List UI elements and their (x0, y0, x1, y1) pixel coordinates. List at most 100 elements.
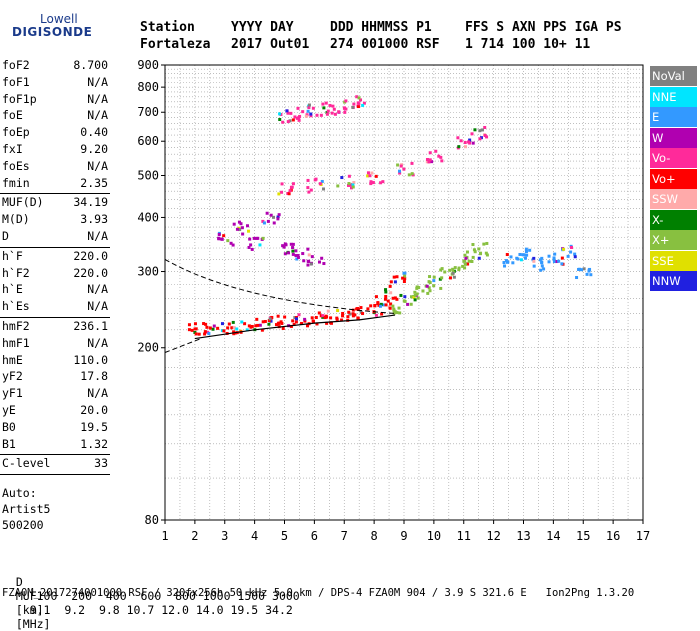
param-row-clevel: C-level 33 (2, 456, 108, 472)
echo-point (388, 284, 392, 288)
echo-point (256, 323, 260, 327)
echo-point (518, 252, 522, 256)
echo-point (402, 271, 406, 275)
echo-point (356, 104, 360, 108)
echo-point (555, 260, 559, 264)
param-name: yF1 (2, 386, 23, 401)
echo-point (249, 325, 253, 329)
echo-point (291, 252, 295, 256)
param-name: hmF2 (2, 319, 30, 333)
echo-point (204, 322, 208, 326)
y-tick-label: 400 (137, 210, 159, 224)
param-name: fxI (2, 142, 23, 156)
echo-point (589, 273, 593, 277)
echo-point (319, 113, 323, 117)
echo-point (427, 280, 431, 284)
echo-point (252, 236, 256, 240)
echo-point (547, 260, 551, 264)
echo-point (409, 302, 413, 306)
echo-point (353, 313, 357, 317)
echo-point (278, 112, 282, 116)
echo-point (384, 290, 388, 294)
echo-point (401, 276, 405, 280)
echo-point (457, 268, 461, 272)
echo-point (234, 331, 238, 335)
echo-point (472, 248, 476, 252)
echo-point (430, 160, 434, 164)
echo-point (231, 243, 235, 247)
x-tick-label: 9 (400, 529, 407, 543)
echo-point (222, 329, 226, 333)
echo-point (341, 311, 345, 315)
echo-point (398, 169, 402, 173)
param-name: C-level (2, 456, 51, 471)
echo-point (323, 316, 327, 320)
legend-item-nne: NNE (650, 86, 697, 107)
echo-point (320, 179, 324, 183)
echo-point (297, 118, 301, 122)
echo-point (413, 290, 417, 294)
footer-d-label: D (15, 575, 23, 589)
echo-point (463, 259, 467, 263)
echo-point (311, 319, 315, 323)
echo-point (415, 292, 419, 296)
echo-point (227, 322, 231, 326)
param-name: yE (2, 403, 16, 417)
echo-point (337, 110, 341, 114)
echo-point (301, 110, 305, 114)
echo-point (326, 309, 330, 313)
echo-point (471, 243, 475, 247)
echo-point (317, 260, 321, 264)
echo-point (217, 233, 221, 237)
echo-point (573, 255, 577, 259)
echo-point (456, 146, 460, 150)
echo-point (434, 149, 438, 153)
echo-point (326, 109, 330, 113)
echo-point (332, 107, 336, 111)
echo-point (265, 211, 269, 215)
echo-point (374, 295, 378, 299)
param-name: foF1p (2, 91, 37, 106)
param-row-foep: foEp 0.40 (2, 125, 108, 141)
echo-point (351, 312, 355, 316)
echo-point (384, 288, 388, 292)
echo-point (321, 187, 325, 191)
param-name: fmin (2, 175, 30, 190)
echo-point (366, 307, 370, 311)
echo-point (187, 323, 191, 327)
echo-point (561, 247, 565, 251)
echo-point (525, 253, 529, 257)
echo-point (391, 304, 395, 308)
echo-point (351, 106, 355, 110)
echo-point (479, 136, 483, 140)
echo-point (225, 331, 229, 335)
echo-point (328, 103, 332, 107)
echo-point (388, 306, 392, 310)
echo-point (483, 133, 487, 137)
echo-point (428, 289, 432, 293)
echo-point (539, 268, 543, 272)
echo-point (483, 125, 487, 129)
echo-point (538, 258, 542, 262)
echo-point (432, 279, 436, 283)
echo-point (291, 319, 295, 323)
echo-point (306, 109, 310, 113)
echo-point (478, 129, 482, 133)
echo-point (193, 322, 197, 326)
echo-point (335, 316, 339, 320)
echo-point (552, 256, 556, 260)
echo-point (315, 322, 319, 326)
echo-point (392, 275, 396, 279)
echo-point (247, 229, 251, 233)
echo-point (325, 111, 329, 115)
echo-point (409, 295, 413, 299)
echo-point (351, 314, 355, 318)
echo-point (255, 317, 259, 321)
param-name: h`F (2, 248, 23, 263)
header-label-params: FFS S AXN PPS IGA PS (465, 20, 622, 35)
echo-point (217, 231, 221, 235)
echo-point (232, 326, 236, 330)
legend-item-vo: Vo+ (650, 168, 697, 189)
echo-point (395, 311, 399, 315)
echo-point (424, 284, 428, 288)
